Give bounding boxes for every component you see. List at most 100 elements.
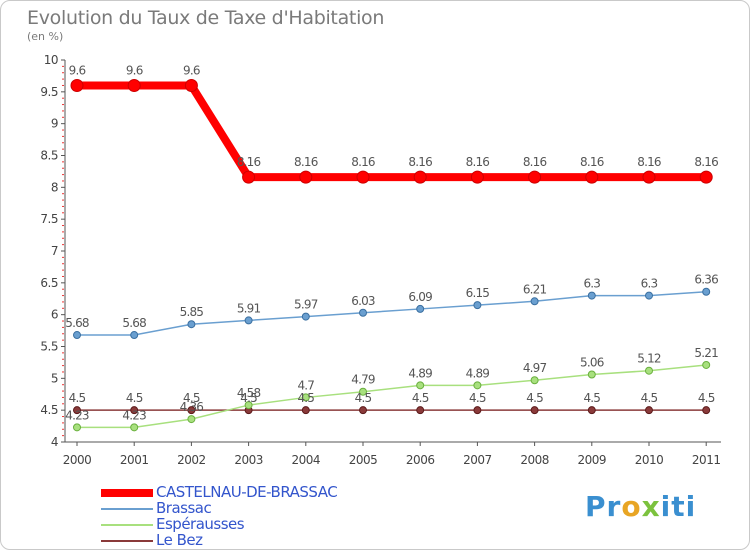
series-point: [187, 415, 196, 424]
series-point: [470, 170, 484, 184]
legend-label: CASTELNAU-DE-BRASSAC: [156, 483, 338, 501]
y-tick-label: 4: [51, 435, 58, 449]
series-line: [77, 364, 707, 429]
series-point: [416, 381, 425, 390]
data-label: 4.5: [297, 391, 314, 405]
series-point: [70, 78, 84, 92]
data-label: 4.23: [122, 408, 146, 422]
series-point: [359, 406, 367, 415]
series-point: [356, 170, 370, 184]
series-point: [528, 170, 542, 184]
data-label: 4.97: [523, 361, 547, 375]
data-label: 5.91: [237, 301, 261, 315]
data-label: 8.16: [294, 155, 318, 169]
y-tick-label: 7.5: [40, 212, 58, 226]
series-point: [299, 170, 313, 184]
series-point: [416, 304, 425, 313]
data-label: 4.36: [180, 400, 204, 414]
legend-swatch: [101, 540, 153, 542]
x-tick-label: 2011: [692, 453, 721, 467]
y-tick-label: 5.5: [40, 340, 58, 354]
y-tick-label: 4.5: [40, 403, 58, 417]
series-point: [359, 387, 367, 396]
chart-title: Evolution du Taux de Taxe d'Habitation: [27, 7, 385, 29]
data-label: 9.6: [183, 63, 200, 77]
data-label: 4.5: [183, 391, 200, 405]
data-label: 9.6: [69, 63, 86, 77]
y-tick-label: 9: [51, 117, 58, 131]
legend-label: Brassac: [156, 499, 212, 517]
data-label: 8.16: [523, 155, 547, 169]
data-label: 4.5: [240, 391, 257, 405]
data-label: 6.09: [408, 290, 432, 304]
series-point: [73, 331, 81, 340]
data-label: 6.3: [641, 277, 658, 291]
data-label: 8.16: [694, 155, 718, 169]
legend-label: Le Bez: [156, 531, 203, 549]
series-point: [359, 308, 367, 317]
series-point: [645, 406, 653, 415]
series-point: [301, 312, 310, 321]
series-point: [130, 331, 139, 340]
series-point: [473, 381, 482, 390]
data-label: 5.97: [294, 298, 318, 312]
data-label: 4.89: [466, 366, 490, 380]
legend-item: CASTELNAU-DE-BRASSAC: [101, 483, 401, 501]
series-point: [702, 360, 711, 369]
y-tick-label: 9.5: [40, 85, 58, 99]
data-label: 5.21: [694, 346, 718, 360]
series-point: [130, 423, 139, 432]
data-label: 4.5: [412, 391, 429, 405]
y-tick-label: 8: [51, 180, 58, 194]
data-label: 8.16: [351, 155, 375, 169]
x-tick-label: 2004: [292, 453, 321, 467]
x-tick-label: 2000: [63, 453, 92, 467]
logo-part: Pr: [585, 490, 622, 523]
series-point: [702, 287, 711, 296]
y-tick-label: 6: [51, 308, 58, 322]
series-line: [77, 81, 707, 182]
data-label: 4.5: [583, 391, 600, 405]
x-tick-label: 2006: [406, 453, 435, 467]
logo-part: o: [621, 490, 642, 523]
data-label: 6.3: [583, 277, 600, 291]
series-point: [699, 170, 713, 184]
series-point: [244, 316, 253, 325]
data-label: 4.5: [355, 391, 372, 405]
series-point: [301, 406, 310, 415]
proxiti-logo: Proxiti: [585, 490, 696, 523]
data-label: 6.36: [694, 273, 718, 287]
y-tick-label: 6.5: [40, 276, 58, 290]
data-label: 4.5: [526, 391, 543, 405]
series-point: [702, 406, 711, 415]
data-label: 9.6: [126, 63, 143, 77]
data-label: 8.16: [408, 155, 432, 169]
series-point: [645, 291, 653, 300]
legend-label: Espérausses: [156, 515, 245, 533]
series-point: [187, 320, 196, 329]
series-point: [73, 406, 81, 415]
data-label: 8.16: [580, 155, 604, 169]
x-tick-label: 2007: [463, 453, 492, 467]
y-tick-label: 8.5: [40, 149, 58, 163]
series-point: [184, 78, 198, 92]
x-tick-label: 2002: [177, 453, 206, 467]
x-tick-label: 2008: [520, 453, 549, 467]
legend-item: Brassac: [101, 499, 401, 517]
legend-swatch: [101, 508, 153, 510]
x-tick-label: 2001: [120, 453, 149, 467]
series-point: [242, 170, 256, 184]
data-label: 6.03: [351, 294, 375, 308]
data-label: 4.7: [297, 378, 314, 392]
legend-item: Le Bez: [101, 531, 401, 549]
series-point: [187, 406, 196, 415]
x-tick-label: 2003: [234, 453, 263, 467]
data-label: 6.21: [523, 282, 547, 296]
x-tick-label: 2010: [635, 453, 664, 467]
y-tick-label: 10: [44, 53, 58, 67]
series-point: [73, 423, 81, 432]
series-point: [587, 370, 596, 379]
data-label: 4.5: [126, 391, 143, 405]
data-label: 4.5: [641, 391, 658, 405]
